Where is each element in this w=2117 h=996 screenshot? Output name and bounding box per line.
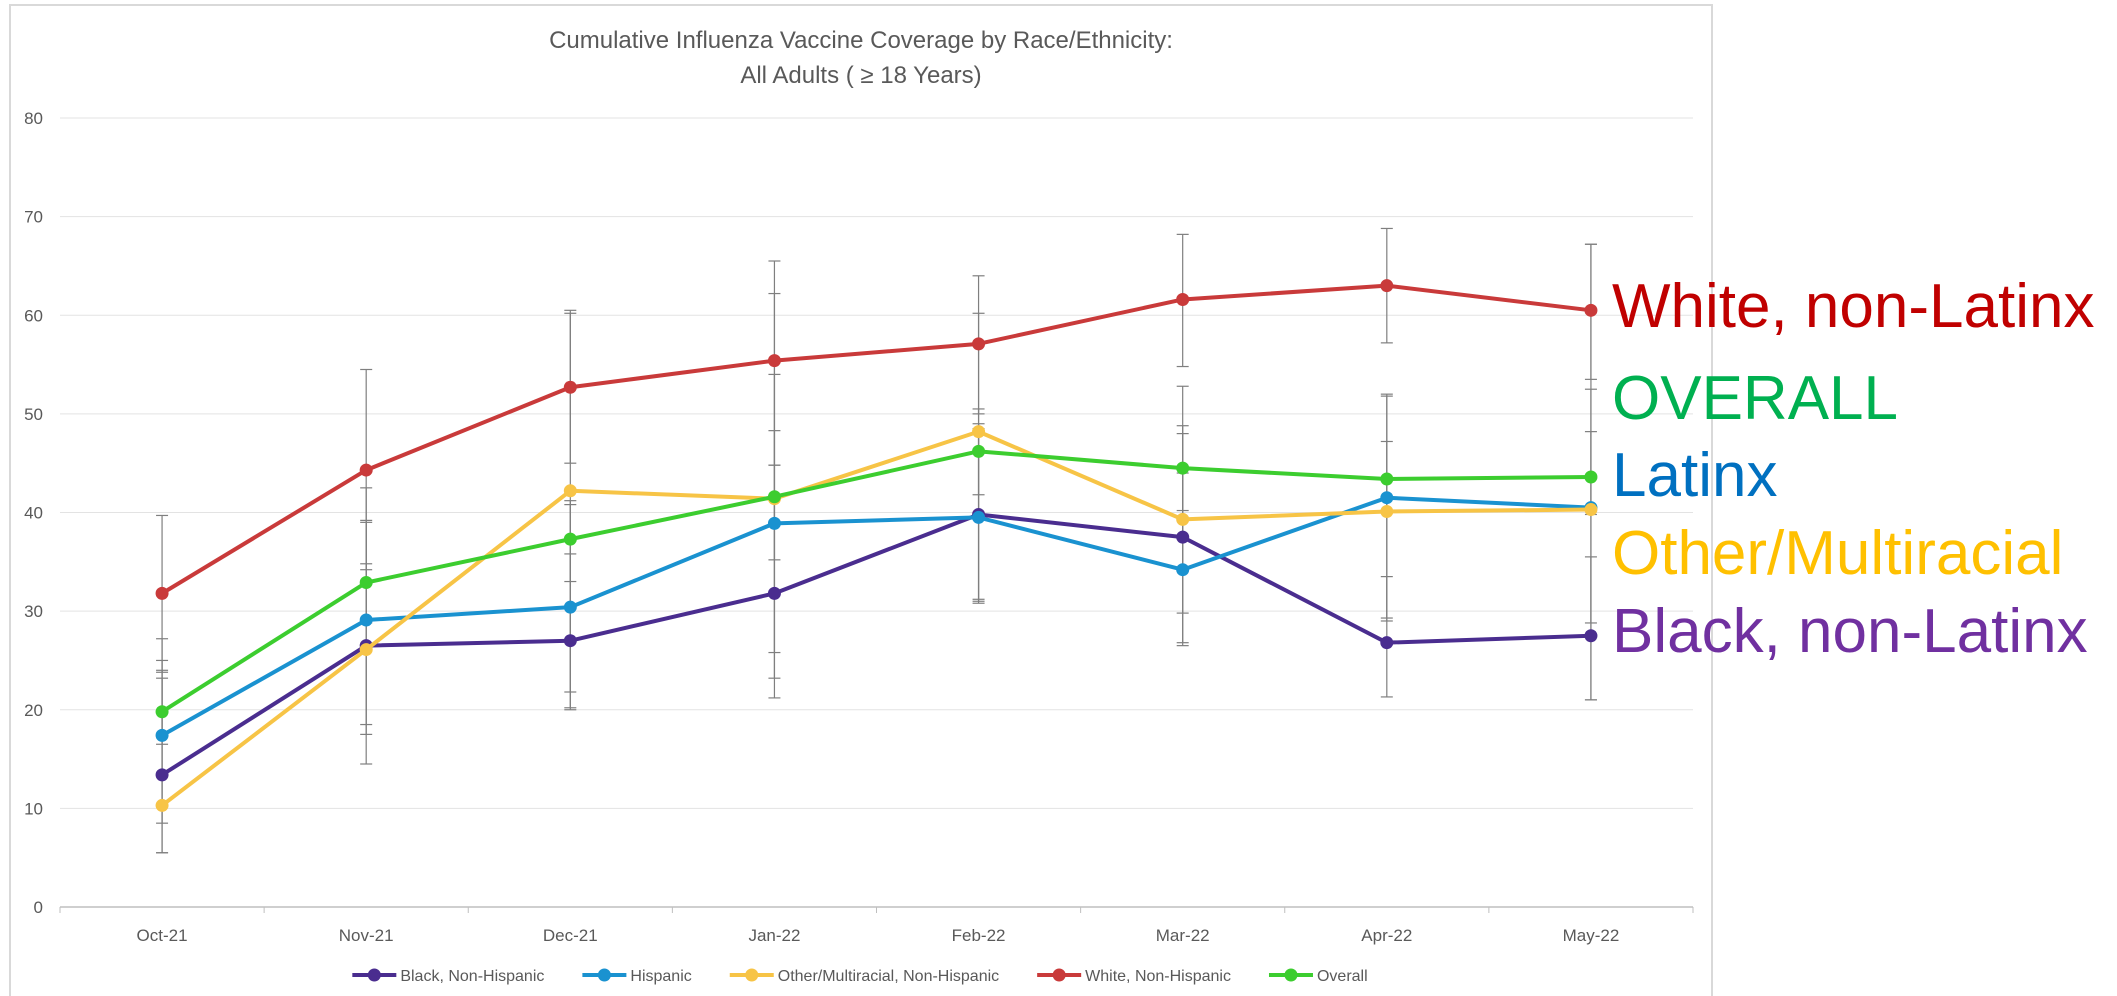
x-tick-label: Feb-22 [952, 926, 1006, 945]
y-tick-label: 0 [34, 898, 43, 917]
y-tick-label: 10 [24, 799, 43, 818]
data-point-black-non-hispanic [1584, 629, 1598, 643]
data-point-hispanic [767, 516, 781, 530]
data-point-hispanic [1380, 491, 1394, 505]
series-annotations: White, non-Latinx OVERALL Latinx Other/Mult… [1612, 272, 2094, 666]
data-point-overall [1176, 461, 1190, 475]
legend-label: Hispanic [630, 968, 691, 985]
legend-dot-marker [745, 968, 759, 982]
data-point-black-non-hispanic [1176, 530, 1190, 544]
series-annotation-label: Latinx [1612, 441, 1777, 510]
data-point-other-multiracial-non-hispanic [563, 484, 577, 498]
x-tick-label: Jan-22 [748, 926, 800, 945]
x-axis-tick-labels: Oct-21 Nov-21 Dec-21 Jan-22 Feb-22 Mar-22 Apr-… [59, 907, 1694, 945]
y-tick-label: 30 [24, 602, 43, 621]
y-tick-label: 60 [24, 306, 43, 325]
legend-label: Other/Multiracial, Non-Hispanic [778, 968, 999, 985]
data-point-black-non-hispanic [155, 768, 169, 782]
data-point-other-multiracial-non-hispanic [972, 425, 986, 439]
series-annotation-label: Black, non-Latinx [1612, 597, 2088, 666]
legend-label: Overall [1317, 968, 1368, 985]
data-point-white-non-hispanic [563, 380, 577, 394]
chart-title: Cumulative Influenza Vaccine Coverage by… [549, 27, 1173, 54]
x-tick-label: Mar-22 [1156, 926, 1210, 945]
data-point-white-non-hispanic [767, 354, 781, 368]
legend-label: White, Non-Hispanic [1085, 968, 1231, 985]
y-tick-label: 80 [24, 109, 43, 128]
series-annotation-label: White, non-Latinx [1612, 272, 2094, 341]
series-annotation-label: OVERALL [1612, 364, 1898, 433]
data-point-other-multiracial-non-hispanic [155, 798, 169, 812]
y-tick-label: 50 [24, 405, 43, 424]
data-point-overall [767, 490, 781, 504]
data-point-hispanic [1176, 563, 1190, 577]
data-point-other-multiracial-non-hispanic [359, 643, 373, 657]
series-line-overall [160, 449, 1591, 714]
legend-dot-marker [1284, 968, 1298, 982]
data-point-hispanic [155, 728, 169, 742]
data-point-hispanic [972, 510, 986, 524]
legend-dot-marker [1052, 968, 1066, 982]
series-line-hispanic [161, 495, 1592, 738]
x-tick-label: Dec-21 [543, 926, 598, 945]
y-axis-tick-labels: 0 10 20 30 40 50 60 70 80 [24, 109, 43, 917]
data-point-overall [359, 576, 373, 590]
legend: Black, Non-Hispanic Hispanic Other/Multira… [352, 968, 1368, 985]
data-point-white-non-hispanic [359, 463, 373, 477]
y-tick-label: 40 [24, 504, 43, 523]
data-point-white-non-hispanic [155, 586, 169, 600]
series-lines [155, 279, 1598, 812]
legend-dot-marker [367, 968, 381, 982]
y-tick-label: 20 [24, 701, 43, 720]
data-point-overall [155, 705, 169, 719]
series-line-black-non-hispanic [160, 512, 1592, 777]
data-point-white-non-hispanic [972, 337, 986, 351]
data-point-hispanic [359, 613, 373, 627]
data-point-black-non-hispanic [563, 634, 577, 648]
data-point-other-multiracial-non-hispanic [1380, 505, 1394, 519]
data-point-black-non-hispanic [767, 586, 781, 600]
series-line-white-non-hispanic [161, 283, 1592, 596]
data-point-white-non-hispanic [1584, 303, 1598, 317]
data-point-black-non-hispanic [1380, 636, 1394, 650]
data-point-overall [972, 444, 986, 458]
data-point-hispanic [563, 600, 577, 614]
series-line-other-multiracial-non-hispanic [160, 429, 1591, 808]
x-tick-label: Nov-21 [339, 926, 394, 945]
data-point-other-multiracial-non-hispanic [1176, 512, 1190, 526]
chart-subtitle: All Adults ( ≥ 18 Years) [740, 62, 981, 89]
legend-label: Black, Non-Hispanic [400, 968, 544, 985]
series-annotation-label: Other/Multiracial [1612, 519, 2063, 588]
data-point-overall [563, 532, 577, 546]
x-tick-label: May-22 [1563, 926, 1620, 945]
legend-dot-marker [597, 968, 611, 982]
x-tick-label: Apr-22 [1361, 926, 1412, 945]
data-point-white-non-hispanic [1380, 279, 1394, 293]
data-point-overall [1584, 470, 1598, 484]
data-point-overall [1380, 472, 1394, 486]
x-tick-label: Oct-21 [137, 926, 188, 945]
data-point-other-multiracial-non-hispanic [1584, 503, 1598, 517]
y-tick-label: 70 [24, 208, 43, 227]
data-point-white-non-hispanic [1176, 292, 1190, 306]
